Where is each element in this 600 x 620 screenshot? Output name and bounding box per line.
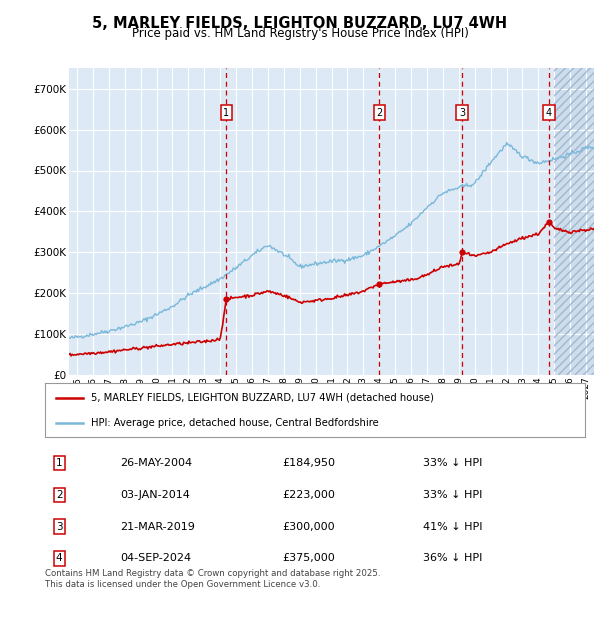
Text: £375,000: £375,000 bbox=[283, 554, 335, 564]
Text: 26-MAY-2004: 26-MAY-2004 bbox=[121, 458, 193, 468]
Text: 4: 4 bbox=[546, 108, 552, 118]
Text: 03-JAN-2014: 03-JAN-2014 bbox=[121, 490, 190, 500]
Text: 21-MAR-2019: 21-MAR-2019 bbox=[121, 521, 196, 531]
Text: HPI: Average price, detached house, Central Bedfordshire: HPI: Average price, detached house, Cent… bbox=[91, 418, 379, 428]
Text: 36% ↓ HPI: 36% ↓ HPI bbox=[423, 554, 482, 564]
Text: 33% ↓ HPI: 33% ↓ HPI bbox=[423, 458, 482, 468]
Text: 5, MARLEY FIELDS, LEIGHTON BUZZARD, LU7 4WH: 5, MARLEY FIELDS, LEIGHTON BUZZARD, LU7 … bbox=[92, 16, 508, 30]
Text: 33% ↓ HPI: 33% ↓ HPI bbox=[423, 490, 482, 500]
Bar bbox=[554, 68, 594, 375]
Bar bbox=[554, 68, 594, 375]
Text: 2: 2 bbox=[56, 490, 62, 500]
Text: 04-SEP-2024: 04-SEP-2024 bbox=[121, 554, 192, 564]
Text: £223,000: £223,000 bbox=[283, 490, 335, 500]
Text: 2: 2 bbox=[376, 108, 383, 118]
Text: 1: 1 bbox=[223, 108, 229, 118]
Text: 41% ↓ HPI: 41% ↓ HPI bbox=[423, 521, 482, 531]
Text: 4: 4 bbox=[56, 554, 62, 564]
Text: 3: 3 bbox=[459, 108, 465, 118]
Text: £300,000: £300,000 bbox=[283, 521, 335, 531]
Text: 5, MARLEY FIELDS, LEIGHTON BUZZARD, LU7 4WH (detached house): 5, MARLEY FIELDS, LEIGHTON BUZZARD, LU7 … bbox=[91, 393, 434, 403]
Text: 3: 3 bbox=[56, 521, 62, 531]
Text: Contains HM Land Registry data © Crown copyright and database right 2025.
This d: Contains HM Land Registry data © Crown c… bbox=[45, 569, 380, 588]
Text: Price paid vs. HM Land Registry's House Price Index (HPI): Price paid vs. HM Land Registry's House … bbox=[131, 27, 469, 40]
Text: 1: 1 bbox=[56, 458, 62, 468]
Text: £184,950: £184,950 bbox=[283, 458, 335, 468]
